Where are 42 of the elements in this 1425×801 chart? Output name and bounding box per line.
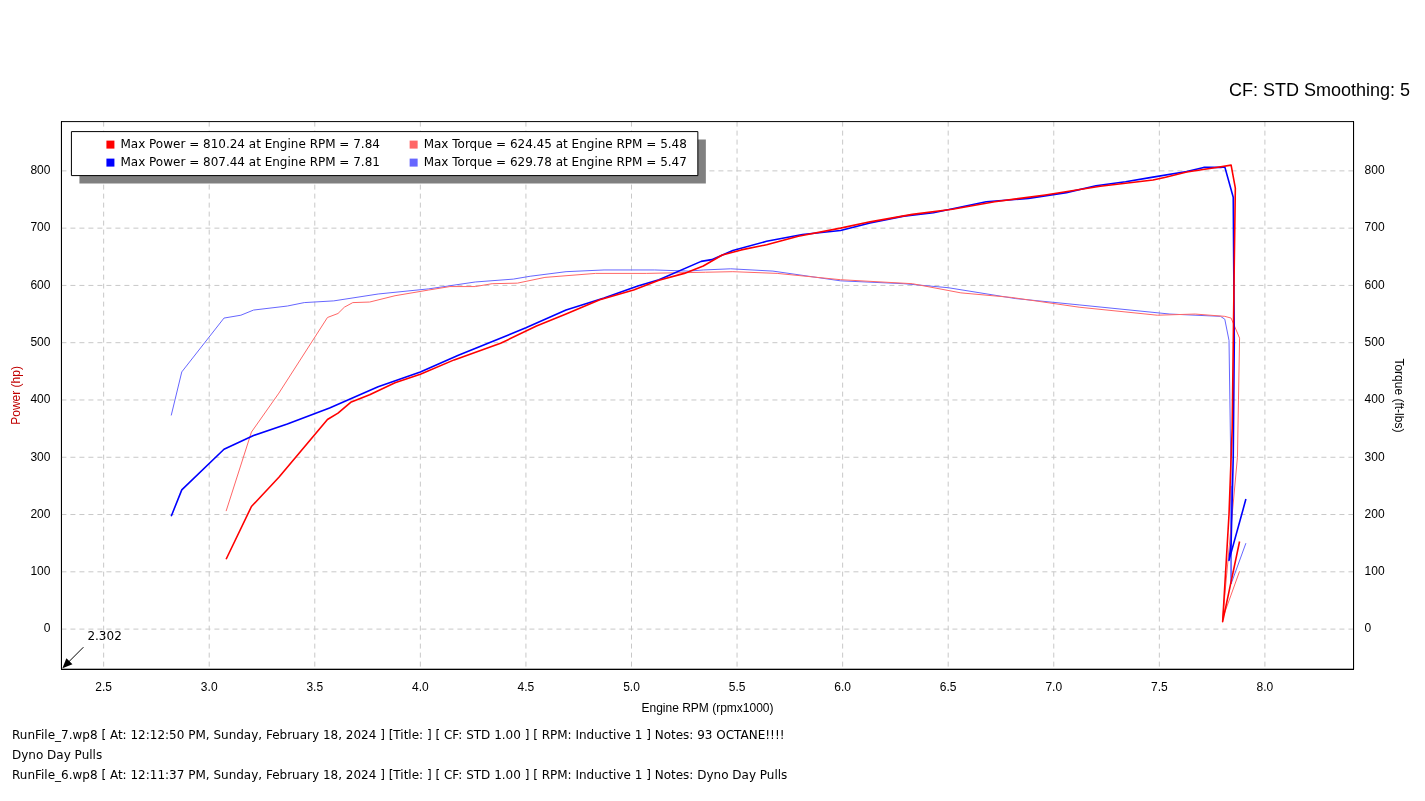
y2-tick-label: 800 [1364, 163, 1385, 178]
x-tick-label: 6.5 [939, 679, 957, 694]
text: RunFile_6.wp8 [ At: 12:11:37 PM, Sunday, February 18, 2024 ] [Title: ] [ CF: STD 1.00 ] [ RPM: Inductive 1 ] Notes: Dyno Day Pulls [12, 767, 788, 784]
y-tick-label: 800 [30, 163, 51, 178]
x-axis-title: Engine RPM (rpmx1000) [641, 701, 774, 716]
y2-tick-label: 700 [1364, 220, 1385, 235]
x-tick-label: 5.0 [623, 679, 641, 694]
y-tick-label: 300 [30, 449, 51, 464]
y-tick-label: 100 [30, 564, 51, 579]
x-tick-label: 3.0 [200, 679, 218, 694]
x-tick-label: 8.0 [1256, 679, 1274, 694]
chart-subtitle: CF: STD Smoothing: 5 [1228, 79, 1410, 100]
y-tick-label: 200 [30, 506, 51, 521]
y-tick-label: 500 [30, 335, 51, 350]
y2-axis-title: Torque (ft-lbs) [1392, 358, 1407, 433]
x-tick-label: 2.5 [95, 679, 113, 694]
y-tick-label: 0 [43, 621, 51, 636]
y2-tick-label: 300 [1364, 449, 1385, 464]
y-tick-label: 400 [30, 392, 51, 407]
x-tick-label: 7.5 [1150, 679, 1168, 694]
y2-tick-label: 0 [1364, 621, 1372, 636]
x-tick-label: 4.5 [517, 679, 535, 694]
x-tick-label: 7.0 [1045, 679, 1063, 694]
y2-tick-label: 500 [1364, 335, 1385, 350]
legend-label: Max Power = 810.24 at Engine RPM = 7.84 [120, 136, 380, 151]
y2-tick-label: 200 [1364, 506, 1385, 521]
text: Dyno Day Pulls [12, 747, 104, 764]
y2-tick-label: 600 [1364, 277, 1385, 292]
x-tick-label: 4.0 [412, 679, 430, 694]
x-tick-label: 3.5 [306, 679, 324, 694]
text: RunFile_7.wp8 [ At: 12:12:50 PM, Sunday, February 18, 2024 ] [Title: ] [ CF: STD 1.00 ] [ RPM: Inductive 1 ] Notes: 93 OCTANE!!!! [12, 727, 786, 744]
y2-tick-label: 400 [1364, 392, 1385, 407]
y-axis-title: Power (hp) [8, 366, 23, 425]
x-tick-label: 6.0 [834, 679, 852, 694]
x-tick-label: 5.5 [728, 679, 746, 694]
annotation: 2.302 [87, 629, 122, 644]
y-tick-label: 700 [30, 220, 51, 235]
y-tick-label: 600 [30, 277, 51, 292]
legend-label: Max Torque = 624.45 at Engine RPM = 5.48 [423, 136, 687, 151]
legend-label: Max Torque = 629.78 at Engine RPM = 5.47 [423, 154, 687, 169]
legend-label: Max Power = 807.44 at Engine RPM = 7.81 [120, 154, 380, 169]
y2-tick-label: 100 [1364, 564, 1385, 579]
